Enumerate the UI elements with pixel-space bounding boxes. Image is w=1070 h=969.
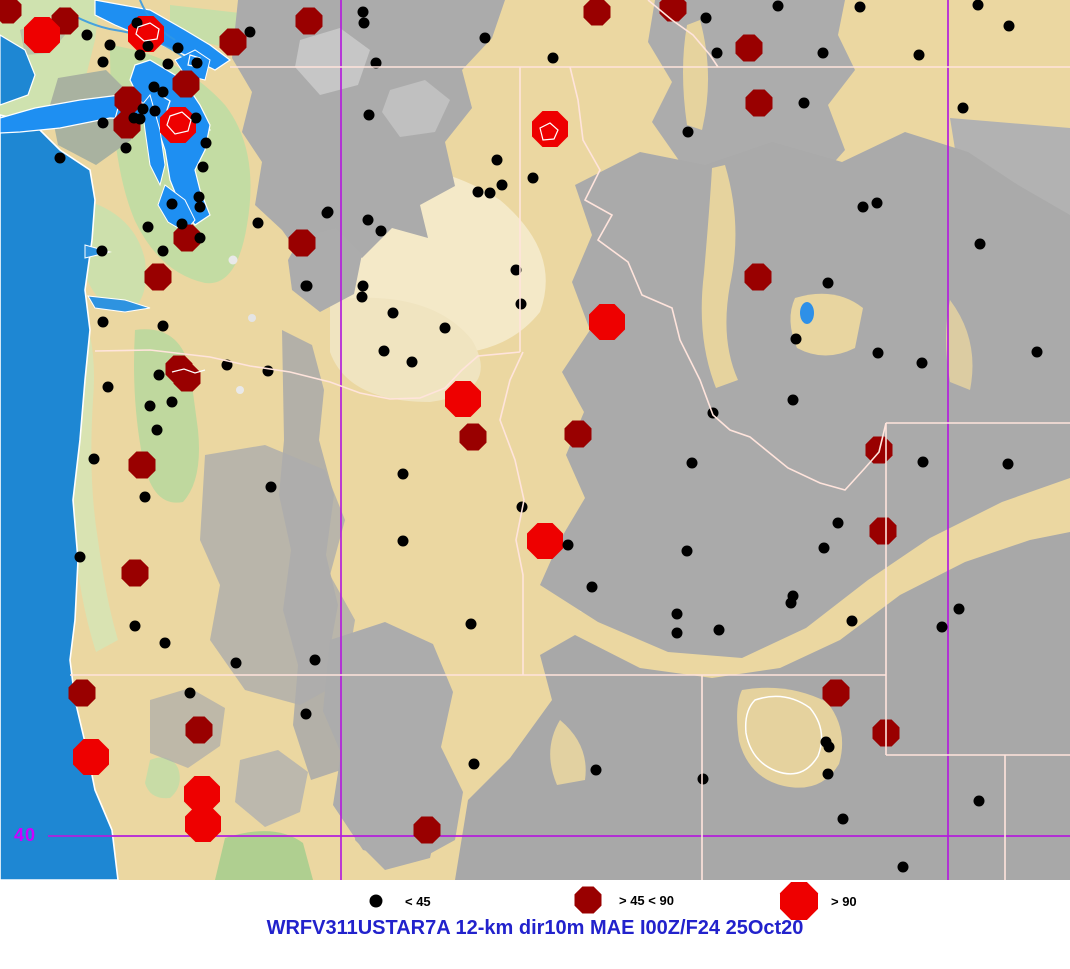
map-area: 40 — [0, 0, 1070, 880]
latitude-longitude-gridlines — [48, 0, 1070, 880]
legend-item-gt90: > 90 — [776, 878, 857, 924]
map-title: WRFV311USTAR7A 12-km dir10m MAE I00Z/F24… — [266, 917, 804, 939]
legend-red-octagon-symbol — [780, 882, 818, 920]
legend-item-lt45: < 45 — [356, 881, 431, 921]
state-borders — [70, 0, 1070, 880]
legend-dot-symbol — [369, 894, 383, 908]
latitude-40-label: 40 — [14, 825, 37, 845]
data-overlay — [0, 0, 1070, 880]
legend-item-45to90: > 45 < 90 — [566, 877, 674, 923]
legend-label-45to90: > 45 < 90 — [619, 892, 674, 908]
legend-label-gt90: > 90 — [831, 893, 857, 909]
legend-label-lt45: < 45 — [405, 893, 431, 909]
legend-dark-octagon-symbol — [574, 886, 602, 914]
